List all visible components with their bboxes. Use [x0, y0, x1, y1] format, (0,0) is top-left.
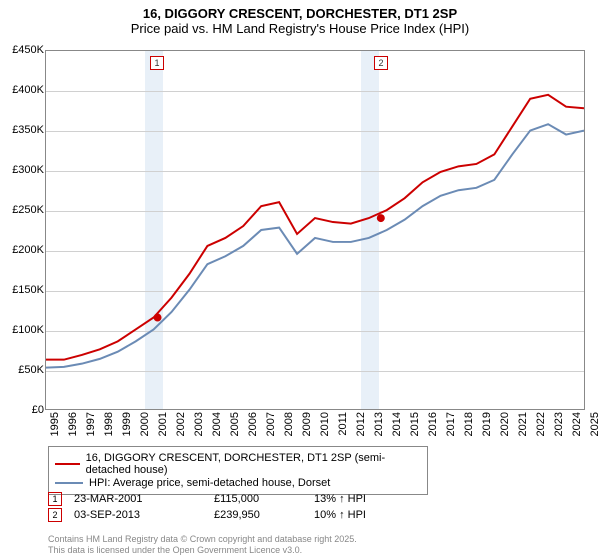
y-tick-label: £0 — [0, 404, 44, 416]
x-tick-label: 1996 — [67, 412, 79, 436]
sale-diff-2: 10% ↑ HPI — [314, 509, 424, 521]
x-tick-label: 2023 — [553, 412, 565, 436]
title-address: 16, DIGGORY CRESCENT, DORCHESTER, DT1 2S… — [0, 6, 600, 21]
x-tick-label: 2015 — [409, 412, 421, 436]
x-tick-label: 1997 — [85, 412, 97, 436]
x-tick-label: 2000 — [139, 412, 151, 436]
legend-item-property: 16, DIGGORY CRESCENT, DORCHESTER, DT1 2S… — [55, 452, 421, 476]
x-tick-label: 2004 — [211, 412, 223, 436]
x-tick-label: 1999 — [121, 412, 133, 436]
x-tick-label: 2012 — [355, 412, 367, 436]
x-tick-label: 2022 — [535, 412, 547, 436]
y-tick-label: £50K — [0, 364, 44, 376]
legend-item-hpi: HPI: Average price, semi-detached house,… — [55, 477, 421, 489]
sale-marker-2: 2 — [48, 508, 62, 522]
sale-point — [154, 314, 162, 322]
legend-swatch-hpi — [55, 482, 83, 484]
x-tick-label: 2010 — [319, 412, 331, 436]
sale-date-2: 03-SEP-2013 — [74, 509, 214, 521]
y-tick-label: £250K — [0, 204, 44, 216]
x-tick-label: 2021 — [517, 412, 529, 436]
legend-label-property: 16, DIGGORY CRESCENT, DORCHESTER, DT1 2S… — [86, 452, 421, 476]
sale-point — [377, 214, 385, 222]
footnote-line2: This data is licensed under the Open Gov… — [48, 545, 302, 555]
plot-area — [45, 50, 585, 410]
y-tick-label: £400K — [0, 84, 44, 96]
x-tick-label: 2011 — [337, 412, 349, 436]
y-tick-label: £300K — [0, 164, 44, 176]
series-hpi — [46, 124, 584, 367]
x-tick-label: 2003 — [193, 412, 205, 436]
sale-date-1: 23-MAR-2001 — [74, 493, 214, 505]
x-tick-label: 2002 — [175, 412, 187, 436]
x-tick-label: 2020 — [499, 412, 511, 436]
x-tick-label: 2007 — [265, 412, 277, 436]
sale-price-1: £115,000 — [214, 493, 314, 505]
sale-marker-box: 2 — [374, 56, 388, 70]
x-tick-label: 2017 — [445, 412, 457, 436]
x-tick-label: 2018 — [463, 412, 475, 436]
x-tick-label: 2019 — [481, 412, 493, 436]
footnote-line1: Contains HM Land Registry data © Crown c… — [48, 534, 357, 544]
x-tick-label: 2024 — [571, 412, 583, 436]
chart-svg — [46, 51, 584, 409]
x-tick-label: 2006 — [247, 412, 259, 436]
footnote: Contains HM Land Registry data © Crown c… — [48, 534, 357, 556]
sales-table: 1 23-MAR-2001 £115,000 13% ↑ HPI 2 03-SE… — [48, 490, 424, 524]
sale-price-2: £239,950 — [214, 509, 314, 521]
legend-swatch-property — [55, 463, 80, 465]
x-tick-label: 2009 — [301, 412, 313, 436]
y-tick-label: £350K — [0, 124, 44, 136]
x-tick-label: 2008 — [283, 412, 295, 436]
sale-row-1: 1 23-MAR-2001 £115,000 13% ↑ HPI — [48, 492, 424, 506]
x-tick-label: 2016 — [427, 412, 439, 436]
y-tick-label: £150K — [0, 284, 44, 296]
sale-diff-1: 13% ↑ HPI — [314, 493, 424, 505]
sale-row-2: 2 03-SEP-2013 £239,950 10% ↑ HPI — [48, 508, 424, 522]
sale-marker-1: 1 — [48, 492, 62, 506]
title-subtitle: Price paid vs. HM Land Registry's House … — [0, 21, 600, 36]
x-tick-label: 2014 — [391, 412, 403, 436]
y-tick-label: £450K — [0, 44, 44, 56]
x-tick-label: 1998 — [103, 412, 115, 436]
legend-label-hpi: HPI: Average price, semi-detached house,… — [89, 477, 330, 489]
y-tick-label: £100K — [0, 324, 44, 336]
legend: 16, DIGGORY CRESCENT, DORCHESTER, DT1 2S… — [48, 446, 428, 495]
chart-title: 16, DIGGORY CRESCENT, DORCHESTER, DT1 2S… — [0, 0, 600, 36]
x-tick-label: 2025 — [589, 412, 600, 436]
x-tick-label: 1995 — [49, 412, 61, 436]
y-tick-label: £200K — [0, 244, 44, 256]
x-tick-label: 2005 — [229, 412, 241, 436]
price-chart: 16, DIGGORY CRESCENT, DORCHESTER, DT1 2S… — [0, 0, 600, 560]
x-tick-label: 2013 — [373, 412, 385, 436]
sale-marker-box: 1 — [150, 56, 164, 70]
series-property — [46, 95, 584, 360]
x-tick-label: 2001 — [157, 412, 169, 436]
